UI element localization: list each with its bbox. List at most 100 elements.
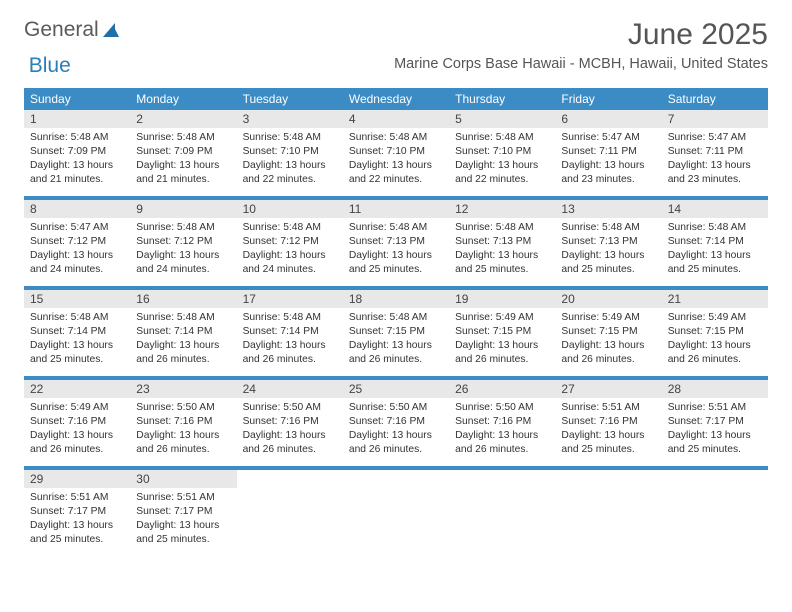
day-line-d2: and 25 minutes. (136, 533, 230, 547)
day-line-ss: Sunset: 7:17 PM (30, 505, 124, 519)
day-line-d2: and 26 minutes. (136, 353, 230, 367)
day-cell: 1Sunrise: 5:48 AMSunset: 7:09 PMDaylight… (24, 110, 130, 196)
day-number: 15 (24, 290, 130, 308)
col-wednesday: Wednesday (343, 88, 449, 110)
day-line-d2: and 22 minutes. (455, 173, 549, 187)
day-line-d1: Daylight: 13 hours (668, 429, 762, 443)
day-number: 23 (130, 380, 236, 398)
day-line-d2: and 25 minutes. (561, 263, 655, 277)
day-line-d2: and 26 minutes. (561, 353, 655, 367)
day-number: 22 (24, 380, 130, 398)
day-body: Sunrise: 5:49 AMSunset: 7:15 PMDaylight:… (449, 308, 555, 371)
day-line-d2: and 26 minutes. (455, 443, 549, 457)
day-number: 28 (662, 380, 768, 398)
day-line-ss: Sunset: 7:12 PM (30, 235, 124, 249)
day-line-sr: Sunrise: 5:48 AM (136, 311, 230, 325)
day-line-d1: Daylight: 13 hours (136, 339, 230, 353)
day-cell (237, 470, 343, 556)
day-cell: 23Sunrise: 5:50 AMSunset: 7:16 PMDayligh… (130, 380, 236, 466)
day-body: Sunrise: 5:50 AMSunset: 7:16 PMDaylight:… (449, 398, 555, 461)
day-number: 4 (343, 110, 449, 128)
day-body: Sunrise: 5:47 AMSunset: 7:11 PMDaylight:… (662, 128, 768, 191)
day-cell: 3Sunrise: 5:48 AMSunset: 7:10 PMDaylight… (237, 110, 343, 196)
day-cell (555, 470, 661, 556)
day-line-d2: and 22 minutes. (349, 173, 443, 187)
day-line-sr: Sunrise: 5:51 AM (668, 401, 762, 415)
day-number: 10 (237, 200, 343, 218)
day-line-d2: and 25 minutes. (349, 263, 443, 277)
logo: General (24, 18, 123, 42)
day-line-ss: Sunset: 7:16 PM (455, 415, 549, 429)
day-number: 1 (24, 110, 130, 128)
day-line-ss: Sunset: 7:12 PM (243, 235, 337, 249)
day-line-d1: Daylight: 13 hours (136, 429, 230, 443)
day-line-d1: Daylight: 13 hours (243, 249, 337, 263)
day-line-d2: and 25 minutes. (455, 263, 549, 277)
day-line-d2: and 24 minutes. (136, 263, 230, 277)
day-cell: 2Sunrise: 5:48 AMSunset: 7:09 PMDaylight… (130, 110, 236, 196)
day-line-d2: and 26 minutes. (243, 353, 337, 367)
day-line-sr: Sunrise: 5:49 AM (30, 401, 124, 415)
day-body: Sunrise: 5:48 AMSunset: 7:12 PMDaylight:… (130, 218, 236, 281)
day-body: Sunrise: 5:48 AMSunset: 7:13 PMDaylight:… (449, 218, 555, 281)
day-line-sr: Sunrise: 5:47 AM (30, 221, 124, 235)
day-line-d1: Daylight: 13 hours (30, 429, 124, 443)
day-number: 17 (237, 290, 343, 308)
day-header-row: Sunday Monday Tuesday Wednesday Thursday… (24, 88, 768, 110)
day-body: Sunrise: 5:49 AMSunset: 7:15 PMDaylight:… (662, 308, 768, 371)
day-line-sr: Sunrise: 5:49 AM (561, 311, 655, 325)
day-line-d1: Daylight: 13 hours (30, 339, 124, 353)
day-line-sr: Sunrise: 5:48 AM (30, 131, 124, 145)
day-line-d1: Daylight: 13 hours (561, 339, 655, 353)
day-cell (449, 470, 555, 556)
day-body: Sunrise: 5:50 AMSunset: 7:16 PMDaylight:… (130, 398, 236, 461)
day-cell: 17Sunrise: 5:48 AMSunset: 7:14 PMDayligh… (237, 290, 343, 376)
day-line-d1: Daylight: 13 hours (349, 429, 443, 443)
col-monday: Monday (130, 88, 236, 110)
day-cell (662, 470, 768, 556)
day-number: 2 (130, 110, 236, 128)
day-cell: 4Sunrise: 5:48 AMSunset: 7:10 PMDaylight… (343, 110, 449, 196)
day-body: Sunrise: 5:51 AMSunset: 7:16 PMDaylight:… (555, 398, 661, 461)
day-line-d1: Daylight: 13 hours (243, 159, 337, 173)
day-line-ss: Sunset: 7:13 PM (349, 235, 443, 249)
day-cell: 18Sunrise: 5:48 AMSunset: 7:15 PMDayligh… (343, 290, 449, 376)
day-number: 18 (343, 290, 449, 308)
day-number: 13 (555, 200, 661, 218)
day-line-ss: Sunset: 7:16 PM (243, 415, 337, 429)
day-line-ss: Sunset: 7:15 PM (668, 325, 762, 339)
day-line-d1: Daylight: 13 hours (561, 159, 655, 173)
day-number: 12 (449, 200, 555, 218)
day-line-d1: Daylight: 13 hours (455, 159, 549, 173)
day-line-d2: and 22 minutes. (243, 173, 337, 187)
day-number: 11 (343, 200, 449, 218)
day-line-d2: and 26 minutes. (243, 443, 337, 457)
day-line-d2: and 21 minutes. (136, 173, 230, 187)
col-saturday: Saturday (662, 88, 768, 110)
day-number: 9 (130, 200, 236, 218)
day-line-sr: Sunrise: 5:48 AM (243, 311, 337, 325)
day-line-ss: Sunset: 7:13 PM (561, 235, 655, 249)
day-line-d1: Daylight: 13 hours (136, 519, 230, 533)
day-body: Sunrise: 5:50 AMSunset: 7:16 PMDaylight:… (237, 398, 343, 461)
day-line-ss: Sunset: 7:16 PM (30, 415, 124, 429)
day-line-sr: Sunrise: 5:48 AM (349, 131, 443, 145)
day-line-ss: Sunset: 7:10 PM (349, 145, 443, 159)
day-cell: 21Sunrise: 5:49 AMSunset: 7:15 PMDayligh… (662, 290, 768, 376)
day-line-d2: and 24 minutes. (30, 263, 124, 277)
day-line-ss: Sunset: 7:16 PM (136, 415, 230, 429)
day-line-d1: Daylight: 13 hours (243, 429, 337, 443)
day-line-d1: Daylight: 13 hours (136, 159, 230, 173)
day-line-d1: Daylight: 13 hours (349, 339, 443, 353)
day-line-ss: Sunset: 7:16 PM (349, 415, 443, 429)
day-line-sr: Sunrise: 5:47 AM (668, 131, 762, 145)
day-number: 6 (555, 110, 661, 128)
day-line-sr: Sunrise: 5:50 AM (136, 401, 230, 415)
day-line-d2: and 23 minutes. (668, 173, 762, 187)
day-number: 20 (555, 290, 661, 308)
day-cell: 9Sunrise: 5:48 AMSunset: 7:12 PMDaylight… (130, 200, 236, 286)
logo-text-blue: Blue (29, 54, 71, 78)
col-tuesday: Tuesday (237, 88, 343, 110)
day-cell: 20Sunrise: 5:49 AMSunset: 7:15 PMDayligh… (555, 290, 661, 376)
day-number: 21 (662, 290, 768, 308)
